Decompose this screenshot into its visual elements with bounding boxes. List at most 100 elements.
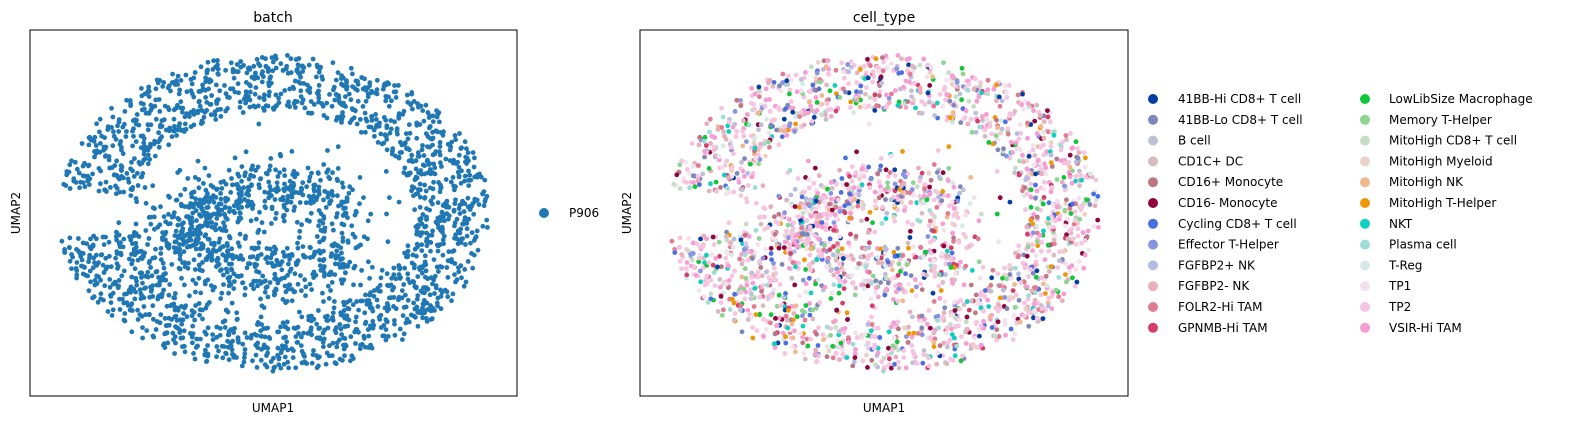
scatter-point xyxy=(334,214,339,220)
scatter-point xyxy=(1016,172,1022,178)
scatter-point xyxy=(759,289,764,294)
scatter-point xyxy=(1082,252,1088,258)
scatter-point xyxy=(177,121,183,126)
scatter-point xyxy=(237,192,243,197)
scatter-point xyxy=(179,231,185,236)
scatter-point xyxy=(748,100,754,106)
scatter-point xyxy=(214,259,220,264)
scatter-point xyxy=(931,344,937,350)
scatter-point xyxy=(878,184,883,189)
scatter-point xyxy=(101,270,107,275)
scatter-point xyxy=(768,320,773,326)
scatter-point xyxy=(1095,217,1101,223)
scatter-point xyxy=(430,281,435,287)
scatter-point xyxy=(311,348,316,353)
scatter-point xyxy=(321,344,326,350)
scatter-point xyxy=(267,167,272,173)
scatter-point xyxy=(251,103,257,109)
scatter-point xyxy=(1010,288,1016,293)
scatter-point xyxy=(976,218,982,224)
scatter-point xyxy=(984,117,990,122)
scatter-point xyxy=(347,298,353,303)
scatter-point xyxy=(415,293,421,298)
scatter-point xyxy=(925,234,931,239)
scatter-point xyxy=(804,218,810,223)
scatter-point xyxy=(168,88,173,94)
scatter-point xyxy=(895,319,901,325)
scatter-point xyxy=(341,206,346,211)
scatter-point xyxy=(166,315,172,321)
scatter-point xyxy=(956,240,962,245)
scatter-point xyxy=(843,155,848,161)
scatter-point xyxy=(243,149,249,155)
scatter-point xyxy=(439,224,445,230)
scatter-point xyxy=(482,177,488,183)
scatter-point xyxy=(138,291,144,297)
scatter-point xyxy=(417,204,423,210)
scatter-point xyxy=(814,220,819,226)
scatter-point xyxy=(939,251,945,257)
scatter-point xyxy=(262,204,268,210)
scatter-point xyxy=(210,184,216,190)
scatter-point xyxy=(263,56,268,62)
scatter-point xyxy=(931,339,937,345)
scatter-point xyxy=(739,329,745,335)
scatter-point xyxy=(176,91,182,97)
scatter-point xyxy=(457,211,463,216)
scatter-point xyxy=(720,143,726,149)
scatter-point xyxy=(181,129,187,134)
scatter-point xyxy=(828,114,834,119)
scatter-point xyxy=(431,257,437,262)
scatter-point xyxy=(438,160,443,166)
scatter-point xyxy=(932,273,938,279)
scatter-point xyxy=(239,363,245,369)
scatter-point xyxy=(910,69,916,74)
scatter-point xyxy=(1006,297,1012,303)
scatter-point xyxy=(219,267,224,272)
scatter-point xyxy=(339,199,345,205)
scatter-point xyxy=(1069,146,1075,151)
scatter-point xyxy=(909,88,914,94)
scatter-point xyxy=(376,314,382,320)
scatter-point xyxy=(214,216,220,221)
scatter-point xyxy=(430,135,436,141)
scatter-point xyxy=(1054,156,1060,162)
scatter-point xyxy=(116,220,122,226)
scatter-point xyxy=(227,205,233,211)
scatter-point xyxy=(188,88,194,94)
scatter-point xyxy=(1013,265,1018,271)
scatter-point xyxy=(420,315,425,321)
scatter-point xyxy=(792,349,798,355)
scatter-point xyxy=(803,289,809,295)
scatter-point xyxy=(256,240,262,246)
scatter-point xyxy=(829,207,835,213)
scatter-point xyxy=(885,180,890,186)
scatter-point xyxy=(340,235,346,241)
scatter-point xyxy=(1034,102,1040,108)
scatter-point xyxy=(1026,323,1032,329)
scatter-point xyxy=(316,83,322,88)
scatter-point xyxy=(267,184,273,189)
scatter-point xyxy=(959,65,965,71)
scatter-point xyxy=(334,248,340,254)
scatter-point xyxy=(847,174,852,179)
scatter-point xyxy=(339,73,344,79)
scatter-point xyxy=(1012,305,1018,310)
scatter-point xyxy=(876,179,882,185)
scatter-point xyxy=(335,166,341,171)
scatter-point xyxy=(745,307,751,313)
scatter-point xyxy=(750,280,756,286)
scatter-point xyxy=(744,199,750,205)
scatter-point xyxy=(244,203,250,209)
scatter-point xyxy=(857,176,862,182)
scatter-point xyxy=(329,251,335,257)
scatter-point xyxy=(323,361,329,367)
scatter-point xyxy=(848,105,853,110)
scatter-point xyxy=(807,252,813,258)
scatter-point xyxy=(422,253,428,259)
scatter-point xyxy=(772,341,777,347)
scatter-point xyxy=(879,221,885,226)
scatter-point xyxy=(917,178,923,184)
scatter-point xyxy=(215,71,221,77)
scatter-point xyxy=(185,176,191,181)
